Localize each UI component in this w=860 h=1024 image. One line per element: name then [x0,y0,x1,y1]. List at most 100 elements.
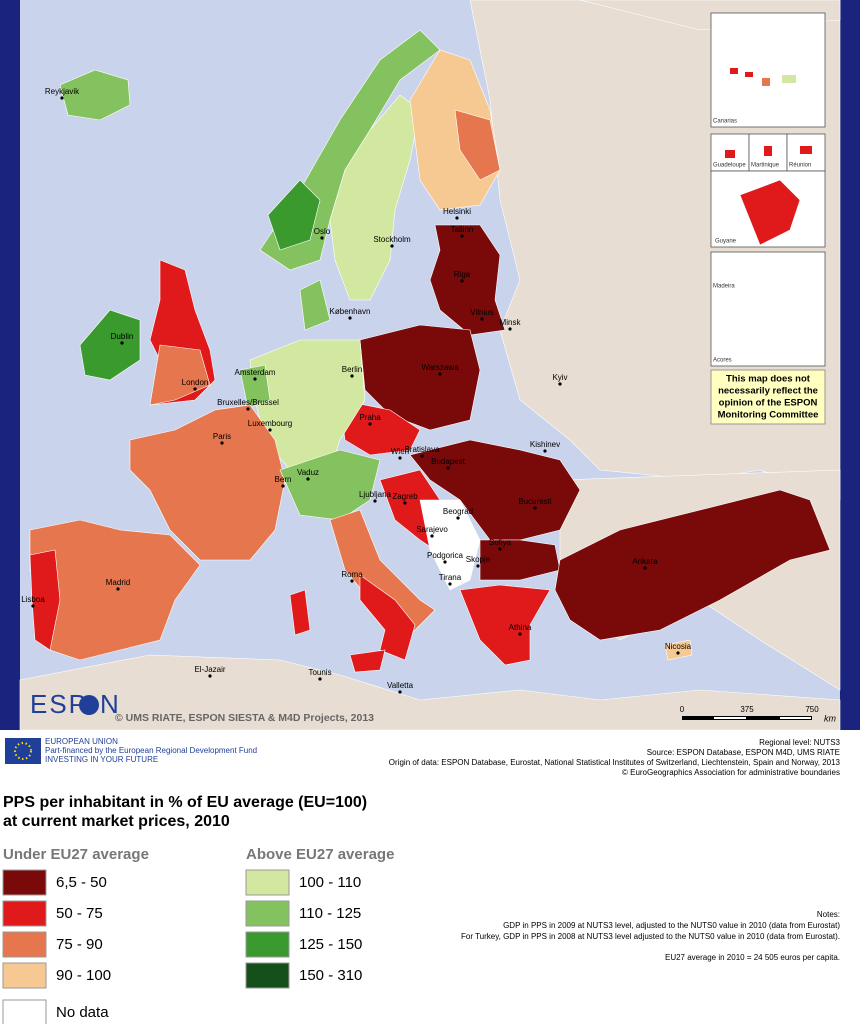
city-dot [518,632,522,636]
legend-label: 75 - 90 [56,936,103,953]
city-dot [643,566,647,570]
city-dot [460,234,464,238]
city-label: Tirana [439,573,462,582]
note: For Turkey, GDP in PPS in 2008 at NUTS3 … [461,932,840,941]
city-dot [373,499,377,503]
city-dot [558,382,562,386]
city-dot [31,604,35,608]
city-dot [120,341,124,345]
legend-swatch [2,931,47,958]
scale-label: 375 [740,705,754,714]
city-label: Roma [341,570,363,579]
legend-title: at current market prices, 2010 [3,813,230,830]
city-dot [676,651,680,655]
city-label: Stockholm [373,235,411,244]
city-dot [60,96,64,100]
legend-label: 90 - 100 [56,967,111,984]
inset-label: Guyane [715,239,737,245]
city-label: Oslo [314,227,331,236]
note-box [710,369,826,425]
city-dot [253,377,257,381]
city-label: Tounis [308,668,331,677]
city-dot [508,327,512,331]
city-label: Madrid [106,578,130,587]
city-dot [398,690,402,694]
legend-label: 100 - 110 [299,874,361,891]
city-label: Paris [213,432,231,441]
city-label: Minsk [500,318,522,327]
city-label: Amsterdam [235,368,276,377]
city-dot [455,216,459,220]
city-dot [498,547,502,551]
city-dot [193,387,197,391]
note-text: opinion of the ESPON [719,398,818,409]
inset-label: Canarias [713,119,737,125]
inset-label: Acores [713,358,732,364]
city-dot [533,506,537,510]
city-label: Podgorica [427,551,464,560]
inset-label: Guadeloupe [713,163,746,169]
city-dot [306,477,310,481]
city-dot [281,484,285,488]
note: Notes: [817,910,840,919]
city-label: Berlin [342,365,362,374]
eu-stars [14,742,32,760]
city-label: Ljubljana [359,490,392,499]
city-dot [268,428,272,432]
city-label: Helsinki [443,207,471,216]
city-dot [208,674,212,678]
city-label: Bern [275,475,292,484]
city-label: Zagreb [392,492,418,501]
city-label: Bucuresti [518,497,552,506]
city-dot [398,456,402,460]
city-label: Praha [359,413,381,422]
city-dot [448,582,452,586]
note-text: necessarily reflect the [718,386,818,397]
legend-swatch [2,962,47,989]
city-label: Riga [454,270,471,279]
city-dot [480,317,484,321]
source-text: Source: ESPON Database, ESPON M4D, UMS R… [647,748,840,757]
logo-o [79,695,99,715]
city-label: Valletta [387,681,414,690]
city-label: London [182,378,209,387]
city-label: Nicosia [665,642,692,651]
note: EU27 average in 2010 = 24 505 euros per … [665,953,840,962]
city-label: Bruxelles/Brussel [217,398,279,407]
eu-flag [5,738,41,764]
legend-heading: Above EU27 average [246,846,394,863]
city-dot [430,534,434,538]
city-dot [320,236,324,240]
city-label: Sarajevo [416,525,448,534]
credit: © UMS RIATE, ESPON SIESTA & M4D Projects… [115,712,374,724]
city-label: El-Jazair [194,665,225,674]
city-label: Lisboa [21,595,45,604]
city-label: Kyiv [552,373,567,382]
city-label: Kishinev [530,440,560,449]
source-text: Regional level: NUTS3 [759,738,840,747]
city-dot [443,560,447,564]
scale-unit: km [824,713,837,723]
eu-text: EUROPEAN UNION [45,737,118,746]
legend-label: 125 - 150 [299,936,362,953]
logo: N [100,689,119,719]
city-label: Dublin [111,332,134,341]
legend-label: 50 - 75 [56,905,103,922]
legend-swatch [245,900,290,927]
eu-text: Part-financed by the European Regional D… [45,746,257,755]
legend-label: No data [56,1004,109,1021]
legend-swatch [2,900,47,927]
eu-text: INVESTING IN YOUR FUTURE [45,755,158,764]
city-label: Beograd [443,507,473,516]
note-text: This map does not [726,374,811,385]
city-label: København [330,307,371,316]
legend-swatch [245,931,290,958]
city-label: Bratislava [404,445,440,454]
city-label: Sofiya [489,538,512,547]
city-label: Reykjavik [45,87,80,96]
legend-heading: Under EU27 average [3,846,149,863]
city-dot [116,587,120,591]
logo: ESP [30,689,88,719]
city-dot [476,564,480,568]
